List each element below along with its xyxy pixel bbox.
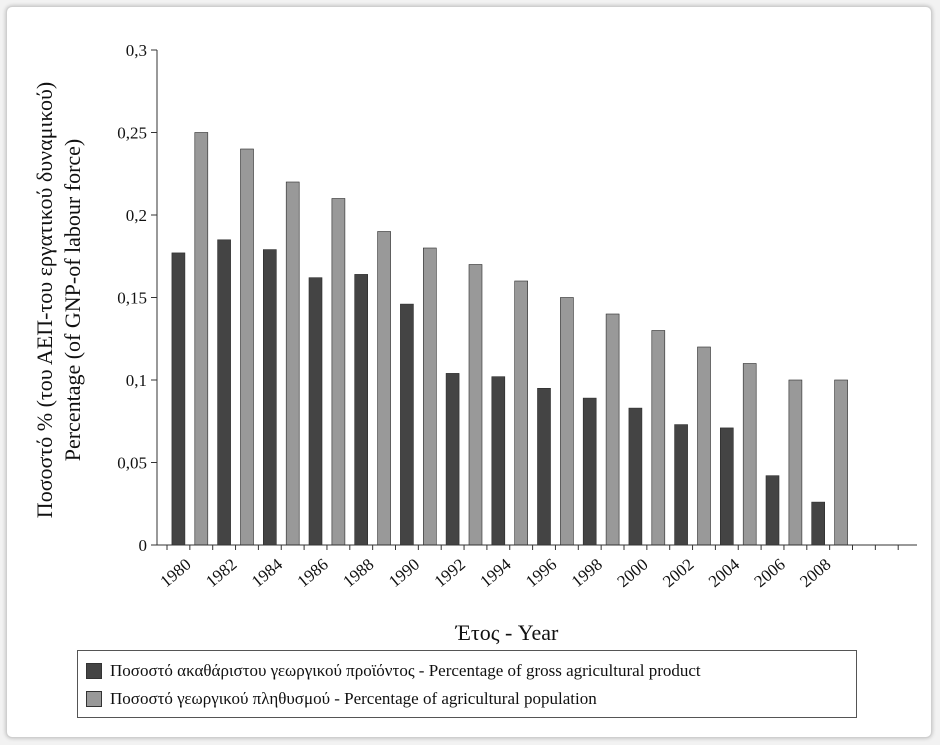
bar-2000 <box>628 407 643 546</box>
legend: Ποσοστό ακαθάριστου γεωργικού προϊόντος … <box>77 650 857 718</box>
y-tick-label: 0,2 <box>126 206 147 225</box>
x-tick-label: 2004 <box>705 554 744 591</box>
legend-item-agricultural-population: Ποσοστό γεωργικού πληθυσμού - Percentage… <box>86 685 848 713</box>
bar-1991 <box>422 247 437 546</box>
x-tick-label: 1988 <box>339 555 377 591</box>
bar-2006 <box>765 475 780 546</box>
bar-1981 <box>194 132 209 546</box>
x-tick-label: 2008 <box>796 555 834 591</box>
x-tick-label: 2006 <box>751 555 789 591</box>
legend-label-gross-product: Ποσοστό ακαθάριστου γεωργικού προϊόντος … <box>110 661 701 680</box>
bars-group <box>171 132 848 546</box>
legend-item-gross-product: Ποσοστό ακαθάριστου γεωργικού προϊόντος … <box>86 657 848 685</box>
x-tick-label: 2002 <box>659 555 697 591</box>
bar-1997 <box>560 297 574 546</box>
x-tick-label: 2000 <box>613 555 651 591</box>
y-tick-label: 0 <box>139 536 148 555</box>
bar-1990 <box>400 303 414 546</box>
bar-1989 <box>377 231 391 546</box>
bar-1983 <box>240 148 254 546</box>
x-tick-label: 1980 <box>156 555 194 591</box>
bar-1996 <box>537 387 551 546</box>
legend-swatch-gross-product <box>86 663 102 679</box>
bar-1999 <box>605 313 620 546</box>
bar-1980 <box>171 252 186 546</box>
y-tick-label: 0,15 <box>117 289 147 308</box>
bar-2008 <box>811 501 826 546</box>
x-tick-label: 1984 <box>248 554 287 591</box>
bar-1987 <box>331 198 346 546</box>
y-tick-label: 0,05 <box>117 454 147 473</box>
bar-1998 <box>582 397 597 546</box>
y-tick-label: 0,25 <box>117 124 147 143</box>
bar-1985 <box>285 181 300 546</box>
y-tick-label: 0,1 <box>126 371 147 390</box>
bar-1988 <box>354 274 369 546</box>
y-axis-title-line2: Percentage (of GNP-of labour force) <box>60 139 85 462</box>
bar-2007 <box>788 379 803 546</box>
bar-2002 <box>674 424 688 546</box>
x-tick-label: 1996 <box>522 555 560 591</box>
bar-2004 <box>719 427 734 546</box>
bar-1994 <box>491 376 506 546</box>
bar-1995 <box>514 280 529 546</box>
bar-1992 <box>445 373 460 546</box>
x-tick-label: 1982 <box>202 555 240 591</box>
bar-1986 <box>308 277 323 546</box>
x-tick-label: 1992 <box>431 555 469 591</box>
bar-1982 <box>217 239 231 546</box>
y-tick-label: 0,3 <box>126 41 147 60</box>
x-axis-title: Έτος - Year <box>455 620 559 645</box>
bar-2003 <box>697 346 711 546</box>
legend-swatch-agricultural-population <box>86 691 102 707</box>
x-tick-label: 1998 <box>568 555 606 591</box>
bar-1984 <box>262 249 277 546</box>
bar-2005 <box>742 363 757 546</box>
bar-1993 <box>468 264 483 546</box>
x-tick-label: 1986 <box>294 555 332 591</box>
x-tick-label: 1994 <box>476 554 515 591</box>
y-axis-title-line1: Ποσοστό % (του ΑΕΠ-του εργατικού δυναμικ… <box>32 82 57 518</box>
bar-2009 <box>834 379 848 546</box>
bar-2001 <box>651 330 666 546</box>
x-tick-label: 1990 <box>385 555 423 591</box>
legend-label-agricultural-population: Ποσοστό γεωργικού πληθυσμού - Percentage… <box>110 689 597 708</box>
